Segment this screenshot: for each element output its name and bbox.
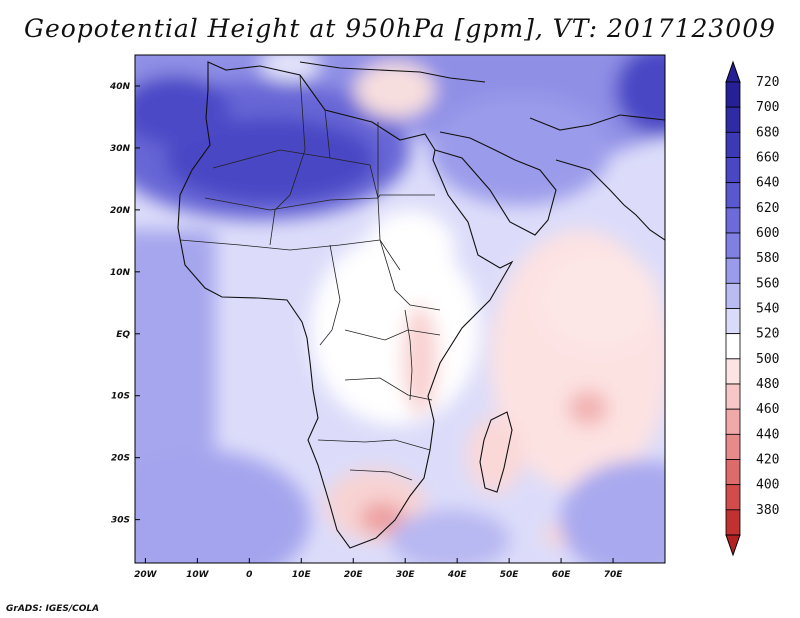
colorbar-label: 380 — [756, 503, 779, 518]
coastlines — [177, 61, 665, 549]
colorbar-label: 540 — [756, 302, 779, 317]
colorbar-label: 500 — [756, 352, 779, 367]
lon-tick-label: 70E — [604, 570, 624, 580]
lon-tick-label: 10E — [292, 570, 312, 580]
colorbar-swatch — [725, 308, 741, 335]
colorbar-swatch — [725, 484, 741, 511]
lon-tick-label: 50E — [500, 570, 520, 580]
colorbar-label: 480 — [756, 377, 779, 392]
colorbar: 720 700 680 660 640 620 600 580 560 540 520 500 480 4… — [725, 60, 779, 557]
lat-tick-label: 30N — [110, 144, 131, 154]
colorbar-label: 400 — [756, 478, 779, 493]
colorbar-swatch — [725, 157, 741, 184]
colorbar-swatch — [725, 358, 741, 385]
lat-tick-label: 30S — [111, 516, 130, 526]
lat-tick-label: 20S — [111, 454, 130, 464]
lon-tick-label: 0 — [246, 570, 252, 580]
height-field — [135, 55, 665, 563]
colorbar-swatch — [725, 282, 741, 309]
colorbar-label: 720 — [756, 75, 779, 90]
colorbar-swatch — [725, 106, 741, 133]
colorbar-label: 460 — [756, 402, 779, 417]
lat-tick-label: 10N — [110, 268, 131, 278]
colorbar-label: 620 — [756, 201, 779, 216]
lon-tick-label: 60E — [552, 570, 572, 580]
colorbar-label: 700 — [756, 100, 779, 115]
colorbar-label: 580 — [756, 251, 779, 266]
map-frame — [134, 54, 666, 564]
country-borders — [179, 74, 441, 481]
colorbar-bottom-arrow — [725, 534, 741, 557]
lon-tick-label: 30E — [396, 570, 416, 580]
colorbar-top-arrow — [725, 60, 741, 83]
colorbar-swatch — [725, 383, 741, 410]
grads-credit: GrADS: IGES/COLA — [6, 604, 100, 614]
lon-tick-label: 40E — [447, 570, 468, 580]
colorbar-swatch — [725, 333, 741, 360]
longitude-axis: 20W 10W 0 10E 20E 30E 40E 50E 60E 70E — [134, 558, 623, 580]
colorbar-swatch — [725, 408, 741, 435]
map-title: Geopotential Height at 950hPa [gpm], VT:… — [23, 14, 777, 43]
colorbar-swatch — [725, 207, 741, 234]
lat-tick-label: 10S — [111, 392, 130, 402]
colorbar-label: 640 — [756, 176, 779, 191]
lat-tick-label: EQ — [116, 330, 130, 340]
colorbar-label: 440 — [756, 427, 779, 442]
colorbar-swatch — [725, 433, 741, 460]
latitude-axis: 40N 30N 20N 10N EQ 10S 20S 30S — [109, 82, 140, 526]
colorbar-label: 660 — [756, 151, 779, 166]
colorbar-swatch — [725, 459, 741, 486]
lat-tick-label: 40N — [109, 82, 131, 92]
colorbar-label: 680 — [756, 125, 779, 140]
colorbar-label: 420 — [756, 453, 779, 468]
lon-tick-label: 20W — [134, 570, 158, 580]
lat-tick-label: 20N — [110, 206, 131, 216]
colorbar-swatch — [725, 257, 741, 284]
colorbar-label: 560 — [756, 276, 779, 291]
colorbar-swatch — [725, 232, 741, 259]
colorbar-label: 520 — [756, 327, 779, 342]
lon-tick-label: 10W — [186, 570, 210, 580]
colorbar-swatch — [725, 509, 741, 536]
colorbar-swatch — [725, 182, 741, 209]
colorbar-label: 600 — [756, 226, 779, 241]
colorbar-swatch — [725, 81, 741, 108]
colorbar-swatch — [725, 131, 741, 158]
lon-tick-label: 20E — [344, 570, 364, 580]
